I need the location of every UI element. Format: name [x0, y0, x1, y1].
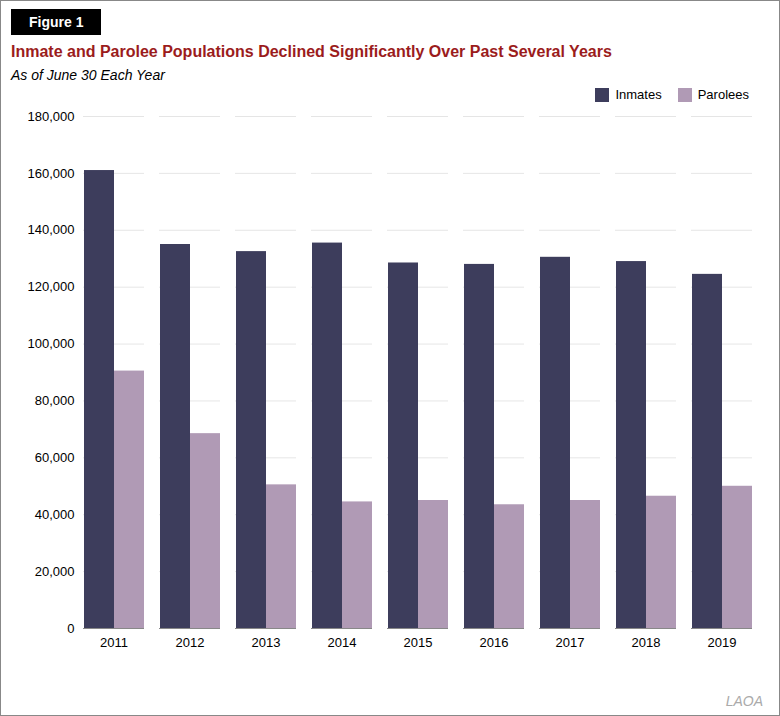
svg-text:100,000: 100,000 [28, 336, 75, 351]
svg-text:20,000: 20,000 [35, 564, 75, 579]
svg-text:2011: 2011 [100, 635, 128, 650]
svg-text:0: 0 [67, 621, 74, 636]
svg-text:60,000: 60,000 [35, 450, 75, 465]
svg-text:2019: 2019 [708, 635, 737, 650]
svg-text:120,000: 120,000 [28, 279, 75, 294]
svg-text:2016: 2016 [480, 635, 509, 650]
html-text:Inmate and Parolee Populations: Inmate and Parolee Populations Declined … [11, 43, 612, 60]
svg-text:2014: 2014 [328, 635, 357, 650]
svg-text:160,000: 160,000 [28, 166, 75, 181]
svg-text:2013: 2013 [252, 635, 281, 650]
svg-text:2015: 2015 [404, 635, 433, 650]
svg-text:2012: 2012 [176, 635, 205, 650]
html-text:Figure 1: Figure 1 [29, 14, 84, 30]
html-text:Parolees: Parolees [697, 87, 749, 102]
svg-text:2018: 2018 [632, 635, 661, 650]
html-text:LAOA: LAOA [725, 693, 763, 709]
svg-text:180,000: 180,000 [28, 109, 75, 124]
svg-text:80,000: 80,000 [35, 393, 75, 408]
html-text:As of June 30 Each Year: As of June 30 Each Year [11, 67, 165, 83]
html-text:Inmates: Inmates [615, 87, 662, 102]
svg-text:2017: 2017 [556, 635, 585, 650]
svg-text:40,000: 40,000 [35, 507, 75, 522]
svg-text:140,000: 140,000 [28, 222, 75, 237]
